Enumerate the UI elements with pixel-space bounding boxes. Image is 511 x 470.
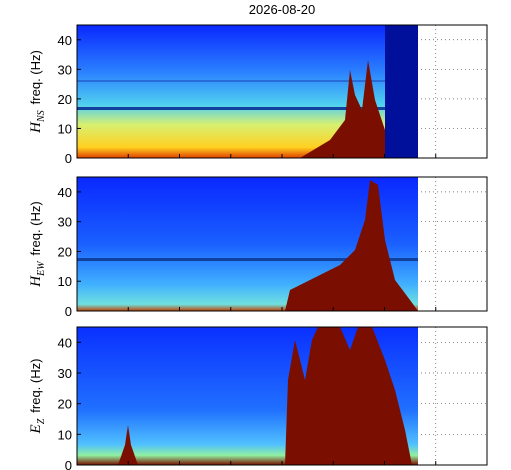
y-tick-label: 0: [65, 304, 72, 319]
y-tick-label: 30: [58, 62, 72, 77]
y-tick-label: 10: [58, 427, 72, 442]
y-label-subscript: EW: [36, 260, 47, 277]
y-tick-label: 40: [58, 335, 72, 350]
y-axis-label: HNS freq. (Hz): [28, 50, 47, 134]
y-tick-label: 20: [58, 244, 72, 259]
y-tick-label: 10: [58, 121, 72, 136]
panel-frame: [76, 24, 488, 159]
chart-title: 2026-08-20: [249, 2, 316, 17]
y-label-subscript: NS: [36, 110, 47, 123]
y-tick-label: 20: [58, 92, 72, 107]
y-label: freq. (Hz): [28, 201, 43, 255]
y-tick-label: 40: [58, 185, 72, 200]
y-label: freq. (Hz): [28, 359, 43, 413]
spectrogram-image: [77, 327, 418, 465]
panel-frame: [76, 176, 488, 312]
y-label-symbol: E: [28, 424, 44, 434]
y-label-symbol: H: [28, 121, 44, 134]
y-label-subscript: Z: [36, 418, 47, 424]
y-tick-label: 20: [58, 397, 72, 412]
panel-frame: [76, 326, 488, 466]
y-tick-label: 30: [58, 215, 72, 230]
spectrogram-image: [77, 177, 418, 311]
y-tick-label: 0: [65, 151, 72, 166]
y-label-symbol: H: [28, 275, 44, 288]
spectrogram-image: [77, 25, 418, 158]
y-tick-label: 40: [58, 33, 72, 48]
y-tick-label: 0: [65, 458, 72, 470]
y-label: freq. (Hz): [28, 50, 43, 104]
y-axis-label: HEW freq. (Hz): [28, 201, 47, 287]
y-axis-label: EZfreq. (Hz): [28, 359, 47, 435]
y-tick-label: 30: [58, 366, 72, 381]
y-tick-label: 10: [58, 274, 72, 289]
